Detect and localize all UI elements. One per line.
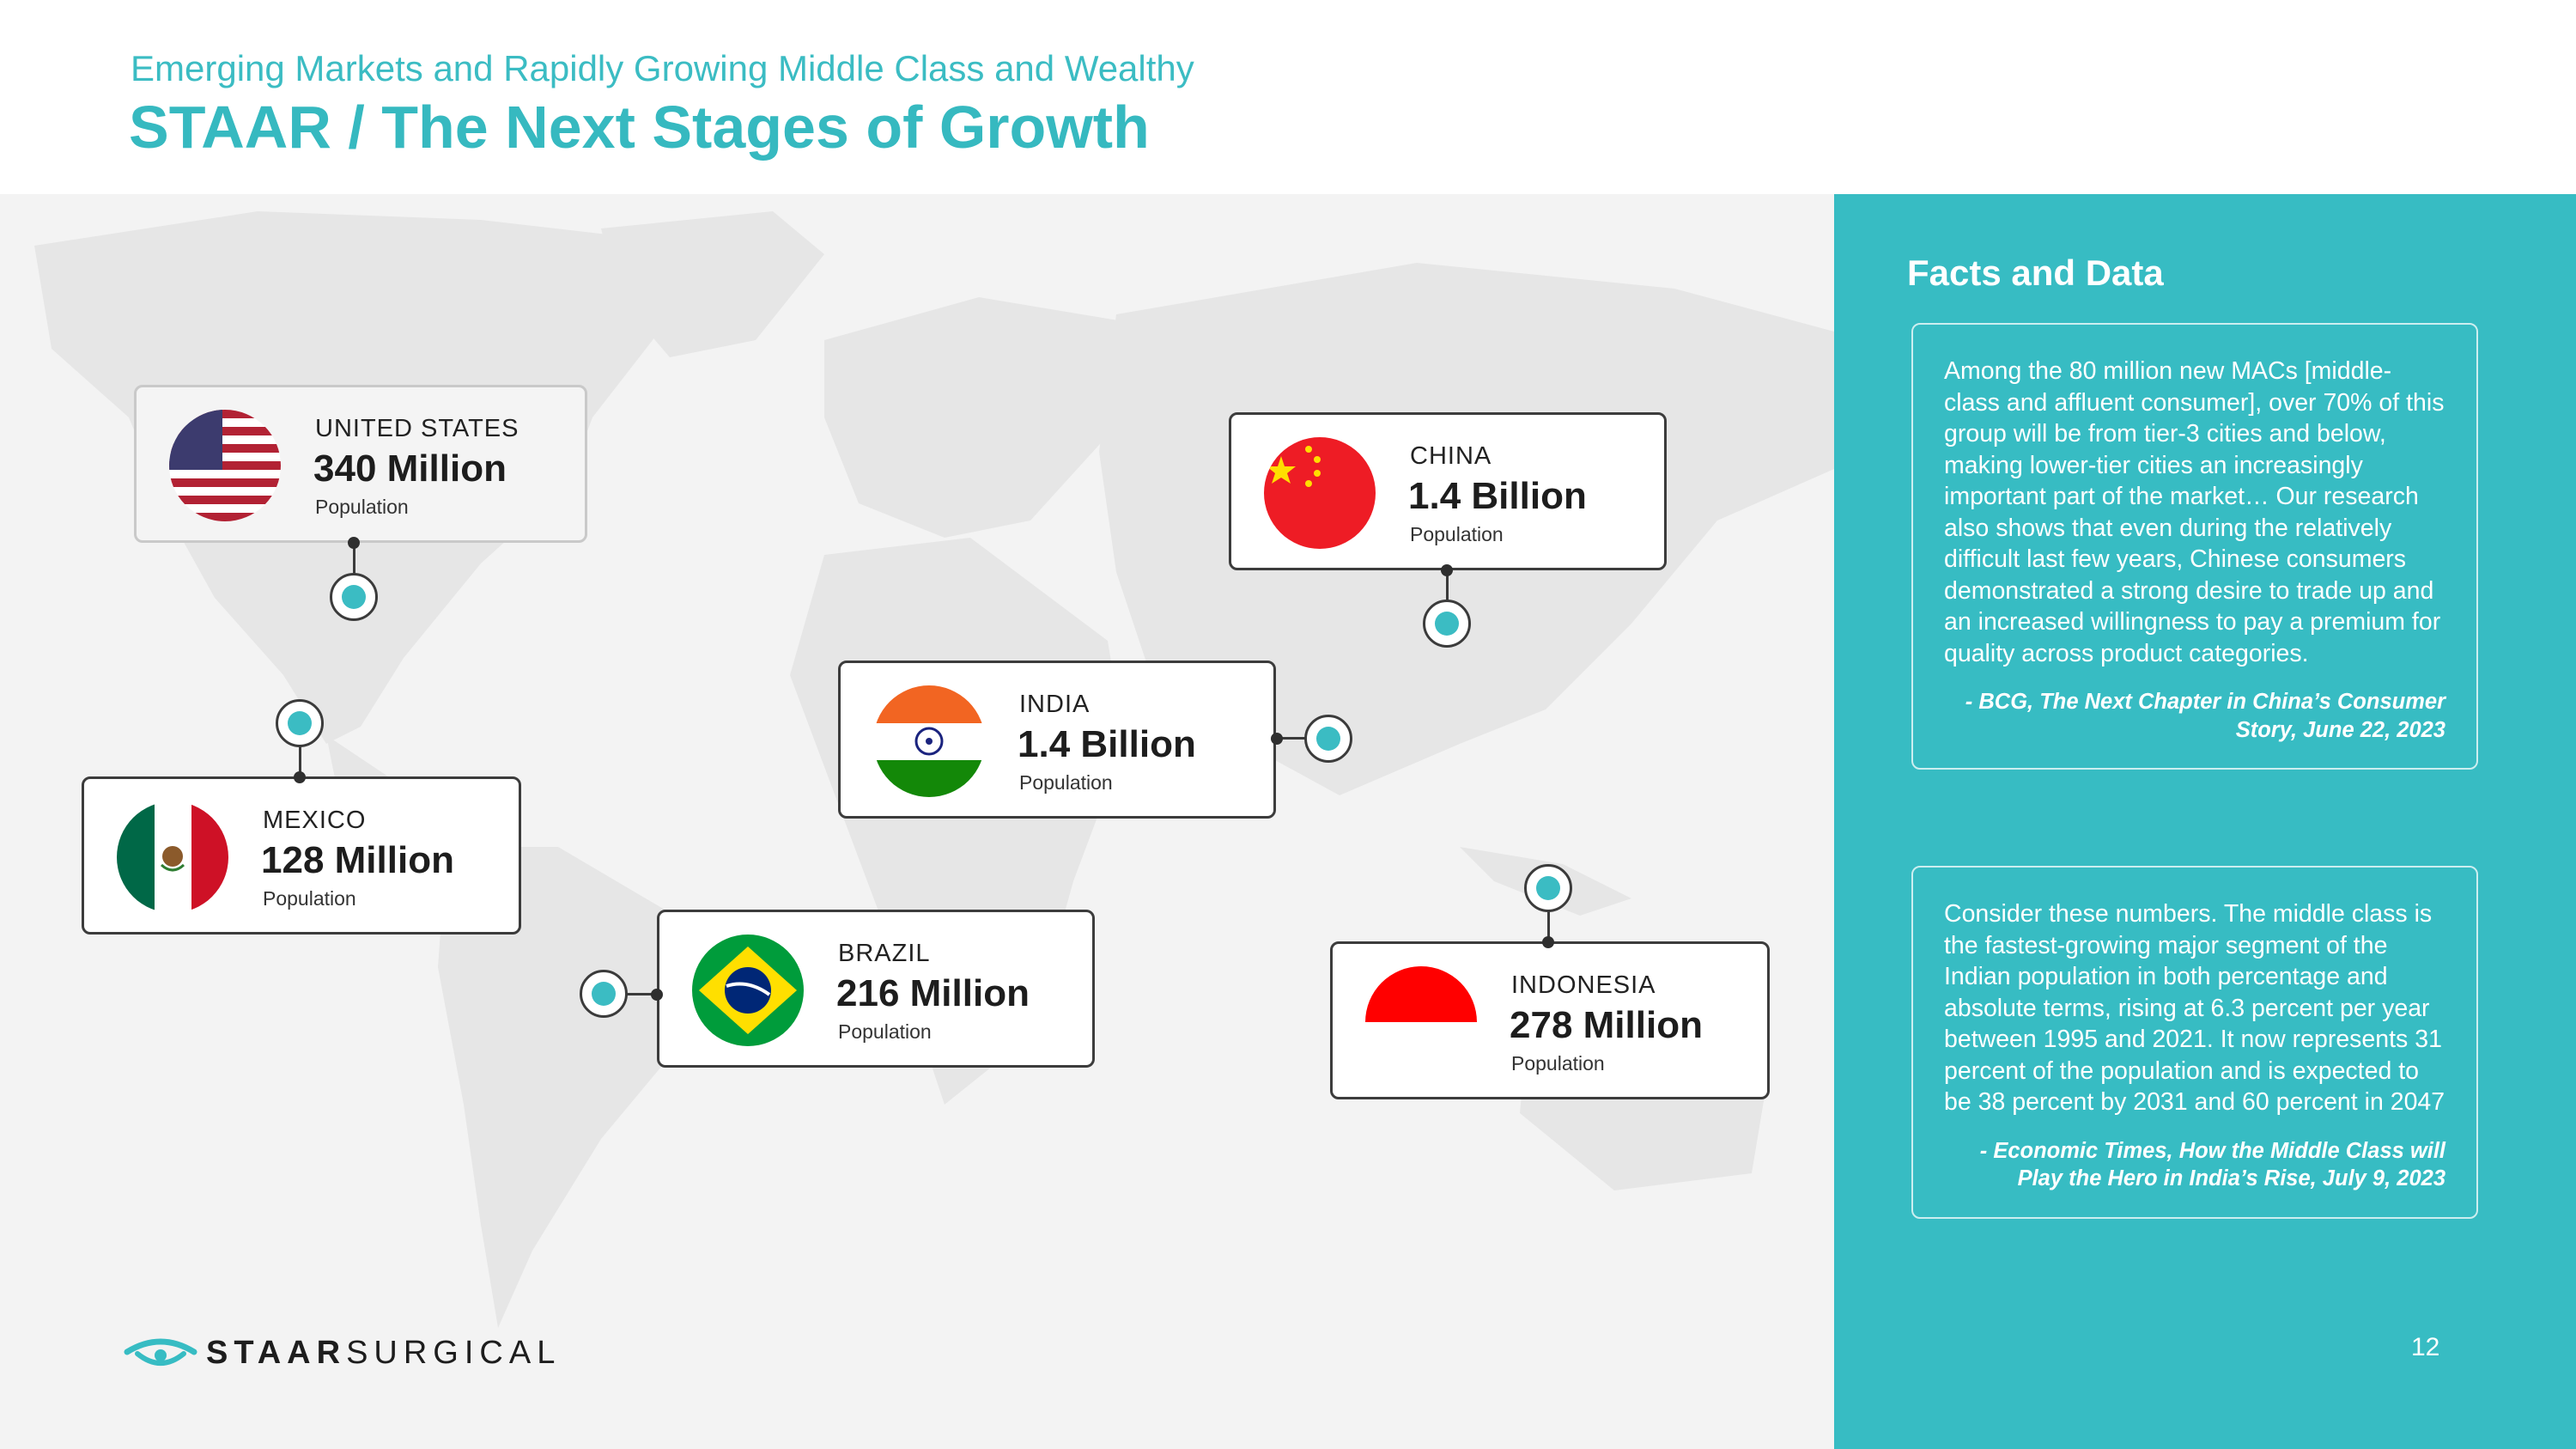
population-value: 340 Million: [313, 447, 507, 490]
logo-wordmark-bold: STAAR: [206, 1335, 347, 1371]
population-value: 1.4 Billion: [1408, 475, 1587, 517]
country-name: INDIA: [1019, 691, 1091, 718]
country-name: BRAZIL: [838, 940, 931, 967]
population-label: Population: [1410, 523, 1504, 545]
population-label: Population: [1511, 1052, 1605, 1075]
quote-source: - Economic Times, How the Middle Class w…: [1979, 1138, 2445, 1191]
quote-text: Among the 80 million new MACs [middle-cl…: [1944, 357, 2445, 667]
country-name: UNITED STATES: [315, 415, 519, 442]
quote-text: Consider these numbers. The middle class…: [1944, 900, 2445, 1116]
population-label: Population: [315, 496, 409, 518]
country-card-mexico: MEXICO 128 Million Population: [82, 776, 521, 935]
eye-logo-icon: [124, 1338, 197, 1366]
connector-line: [299, 744, 301, 778]
quote-box-china: Among the 80 million new MACs [middle-cl…: [1911, 323, 2478, 770]
connector-dot: [1271, 733, 1283, 745]
connector-dot: [651, 989, 663, 1001]
connector-line: [625, 993, 658, 995]
quote-source: - BCG, The Next Chapter in China’s Consu…: [1965, 690, 2445, 742]
country-card-china: CHINA 1.4 Billion Population: [1229, 412, 1667, 570]
country-card-brazil: BRAZIL 216 Million Population: [657, 910, 1095, 1068]
connector-dot: [1441, 564, 1453, 576]
page-number: 12: [2411, 1333, 2440, 1361]
connector-dot: [348, 537, 360, 549]
china-flag-icon: [1264, 437, 1376, 549]
connector-dot: [1542, 936, 1554, 948]
us-flag-icon: [169, 410, 281, 521]
logo-wordmark-light: SURGICAL: [346, 1335, 562, 1371]
location-pin-india: [1304, 715, 1352, 763]
population-value: 1.4 Billion: [1018, 723, 1196, 765]
population-label: Population: [838, 1020, 932, 1043]
population-label: Population: [263, 887, 356, 910]
population-value: 278 Million: [1510, 1004, 1703, 1046]
connector-line: [1276, 737, 1307, 740]
panel-title: Facts and Data: [1907, 253, 2164, 293]
country-card-india: INDIA 1.4 Billion Population: [838, 661, 1276, 819]
mexico-flag-icon: [117, 801, 228, 913]
country-card-united-states: UNITED STATES 340 Million Population: [134, 385, 587, 543]
facts-panel: Facts and Data Among the 80 million new …: [1834, 194, 2576, 1449]
india-flag-icon: [873, 685, 985, 797]
country-name: MEXICO: [263, 807, 367, 834]
country-name: CHINA: [1410, 442, 1492, 470]
location-pin-united-states: [330, 573, 378, 621]
connector-dot: [294, 771, 306, 783]
country-card-indonesia: INDONESIA 278 Million Population: [1330, 941, 1770, 1099]
location-pin-china: [1423, 600, 1471, 648]
population-value: 128 Million: [261, 839, 454, 881]
population-value: 216 Million: [836, 972, 1030, 1014]
location-pin-brazil: [580, 970, 628, 1018]
page-subtitle: Emerging Markets and Rapidly Growing Mid…: [131, 48, 1194, 88]
location-pin-mexico: [276, 699, 324, 747]
page-title: STAAR / The Next Stages of Growth: [129, 94, 1150, 161]
brazil-flag-icon: [692, 935, 804, 1046]
connector-line: [1547, 909, 1550, 943]
country-name: INDONESIA: [1511, 971, 1656, 999]
quote-box-india: Consider these numbers. The middle class…: [1911, 866, 2478, 1219]
population-label: Population: [1019, 771, 1113, 794]
indonesia-flag-icon: [1365, 966, 1477, 1078]
location-pin-indonesia: [1524, 864, 1572, 912]
connector-line: [1446, 570, 1449, 605]
connector-line: [353, 543, 355, 577]
logo-wordmark: STAARSURGICAL: [206, 1335, 561, 1372]
